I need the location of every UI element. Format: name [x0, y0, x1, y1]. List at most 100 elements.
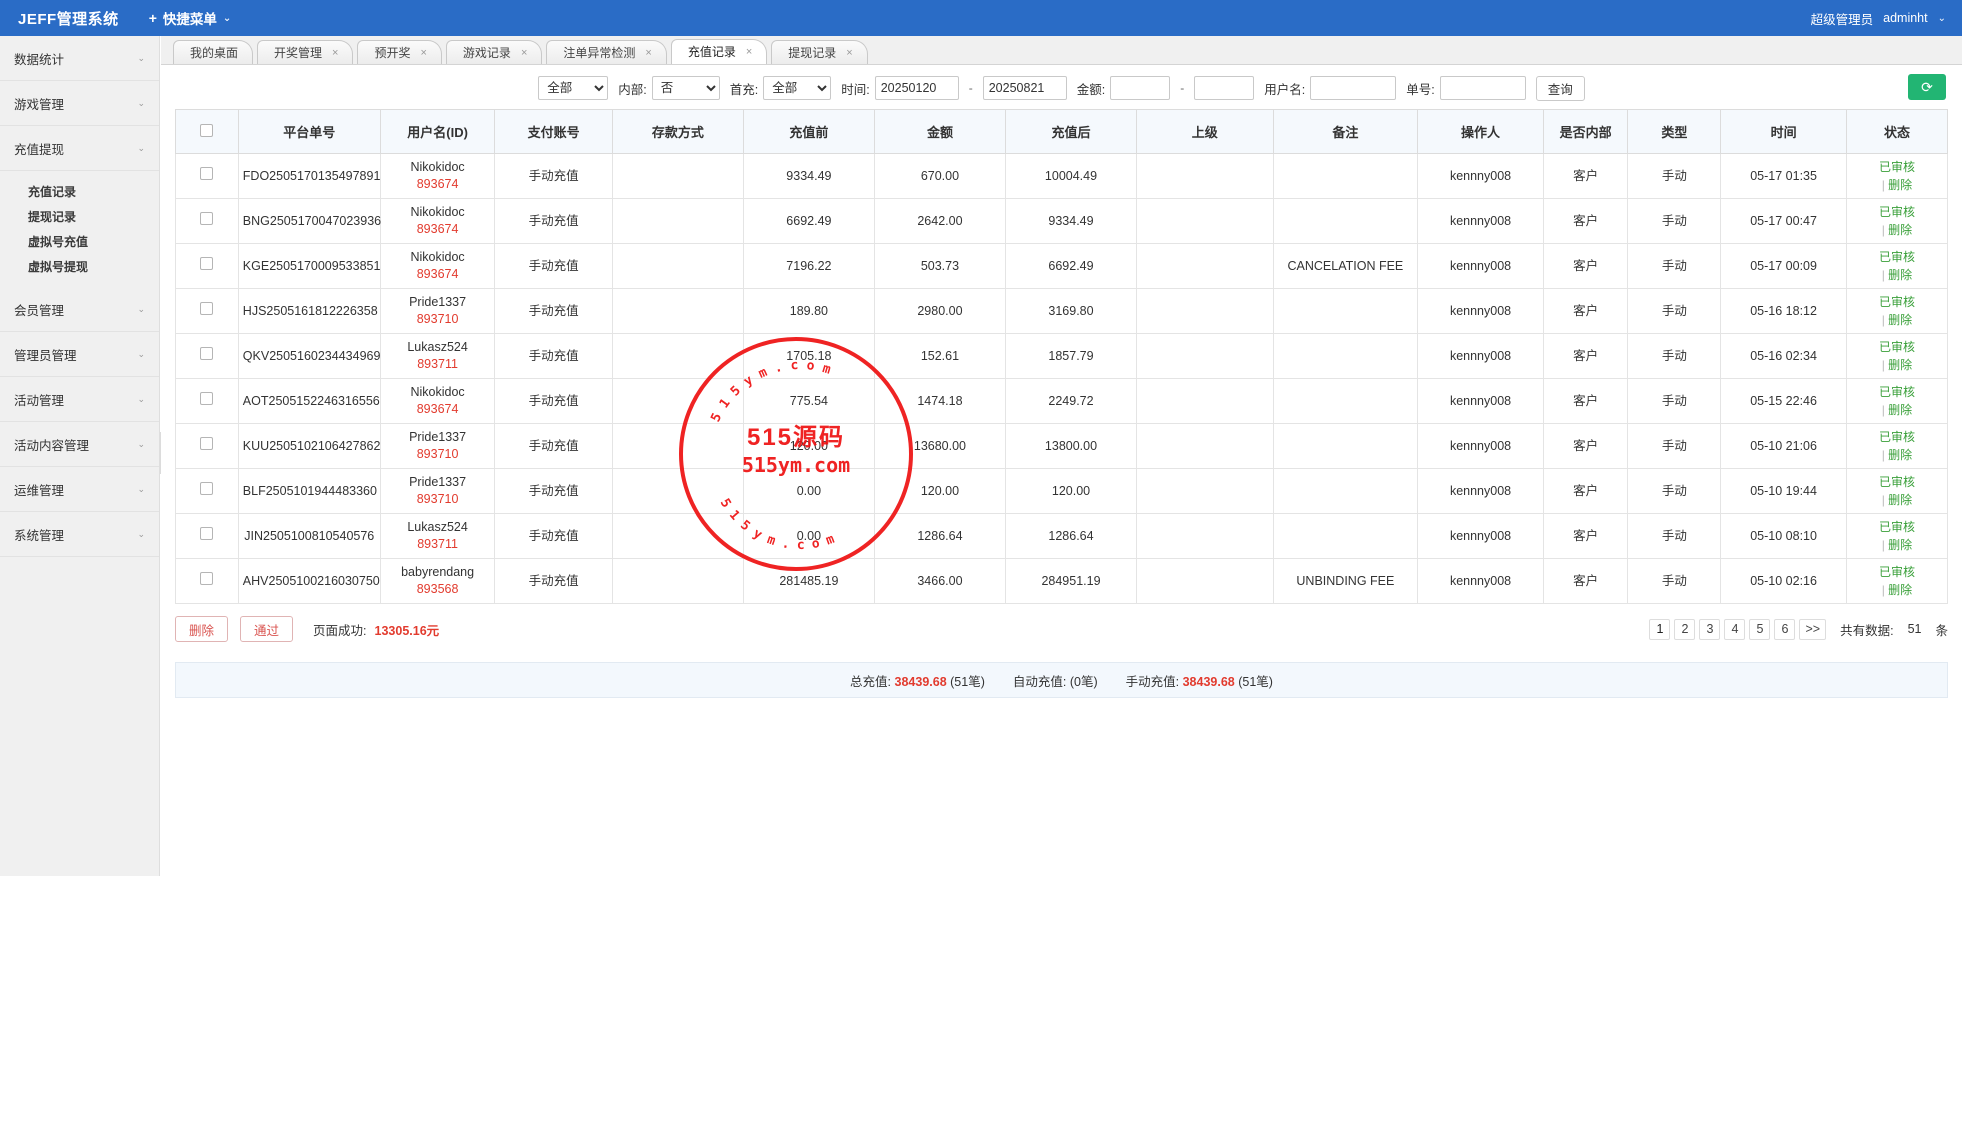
sidebar-item-virtual-withdraw[interactable]: 虚拟号提现 — [28, 260, 89, 274]
sidebar-item-activity-content-mgmt[interactable]: 活动内容管理 ⌄ — [0, 422, 159, 467]
row-checkbox[interactable] — [200, 437, 214, 451]
row-checkbox-cell[interactable] — [175, 558, 239, 604]
tab-my-desktop[interactable]: 我的桌面 — [173, 40, 254, 64]
close-icon[interactable]: × — [745, 45, 753, 58]
status-badge[interactable]: 已审核 | 删除 — [1851, 518, 1943, 554]
status-badge[interactable]: 已审核 | 删除 — [1851, 428, 1943, 464]
close-icon[interactable]: × — [645, 46, 652, 59]
status-delete-link[interactable]: 删除 — [1888, 223, 1913, 237]
internal-select[interactable]: 否 — [651, 76, 720, 100]
row-checkbox[interactable] — [200, 167, 214, 181]
status-badge[interactable]: 已审核 | 删除 — [1851, 203, 1943, 239]
sidebar-item-system-mgmt[interactable]: 系统管理 ⌄ — [0, 512, 159, 557]
status-delete-link[interactable]: 删除 — [1888, 268, 1913, 282]
row-checkbox-cell[interactable] — [175, 288, 239, 334]
first-charge-select[interactable]: 全部 — [763, 76, 832, 100]
close-icon[interactable]: × — [846, 46, 853, 59]
status-delete-link[interactable]: 删除 — [1888, 358, 1913, 372]
table-row[interactable]: FDO2505170135497891 Nikokidoc 893674 手动充值 93… — [175, 153, 1949, 199]
table-row[interactable]: HJS2505161812226358 Pride1337 893710 手动充值 18… — [175, 288, 1949, 334]
table-row[interactable]: AOT2505152246316556 Nikokidoc 893674 手动充值 77… — [175, 378, 1949, 424]
row-checkbox-cell[interactable] — [175, 243, 239, 289]
page-4[interactable]: 4 — [1724, 618, 1746, 640]
sidebar-item-ops-mgmt[interactable]: 运维管理 ⌄ — [0, 467, 159, 512]
status-badge[interactable]: 已审核 | 删除 — [1851, 293, 1943, 329]
header-select-all[interactable] — [175, 109, 239, 154]
tab-bet-anomaly[interactable]: 注单异常检测 × — [546, 40, 667, 64]
amount-max-input[interactable] — [1194, 76, 1255, 100]
sidebar-item-recharge-record[interactable]: 充值记录 — [28, 185, 77, 199]
row-checkbox[interactable] — [200, 572, 214, 586]
tab-recharge-record[interactable]: 充值记录 × — [670, 39, 768, 64]
pass-button[interactable]: 通过 — [240, 616, 294, 642]
table-row[interactable]: BLF2505101944483360 Pride1337 893710 手动充值 0.… — [175, 468, 1949, 514]
amount-min-input[interactable] — [1110, 76, 1171, 100]
table-row[interactable]: KUU2505102106427862 Pride1337 893710 手动充值 12… — [175, 423, 1949, 469]
status-delete-link[interactable]: 删除 — [1888, 403, 1913, 417]
row-checkbox[interactable] — [200, 482, 214, 496]
tab-draw-mgmt[interactable]: 开奖管理 × — [257, 40, 354, 64]
status-delete-link[interactable]: 删除 — [1888, 538, 1913, 552]
table-row[interactable]: BNG2505170047023936 Nikokidoc 893674 手动充值 66… — [175, 198, 1949, 244]
page-next[interactable]: >> — [1799, 618, 1827, 640]
status-badge[interactable]: 已审核 | 删除 — [1851, 383, 1943, 419]
sidebar-item-member-mgmt[interactable]: 会员管理 ⌄ — [0, 287, 159, 332]
row-checkbox-cell[interactable] — [175, 468, 239, 514]
status-badge[interactable]: 已审核 | 删除 — [1851, 248, 1943, 284]
tab-pre-draw[interactable]: 预开奖 × — [357, 40, 442, 64]
username-input[interactable] — [1310, 76, 1397, 100]
row-checkbox-cell[interactable] — [175, 423, 239, 469]
time-end-input[interactable] — [982, 76, 1067, 100]
sidebar-item-withdraw-record[interactable]: 提现记录 — [28, 210, 77, 224]
close-icon[interactable]: × — [520, 46, 528, 59]
row-checkbox[interactable] — [200, 257, 214, 271]
status-delete-link[interactable]: 删除 — [1888, 448, 1913, 462]
row-checkbox[interactable] — [200, 392, 214, 406]
row-checkbox-cell[interactable] — [175, 378, 239, 424]
status-delete-link[interactable]: 删除 — [1888, 313, 1913, 327]
user-menu[interactable]: 超级管理员 adminht ⌄ — [1811, 9, 1946, 28]
close-icon[interactable]: × — [420, 46, 427, 59]
sidebar-item-activity-mgmt[interactable]: 活动管理 ⌄ — [0, 377, 159, 422]
query-button[interactable]: 查询 — [1535, 75, 1585, 101]
type-select[interactable]: 全部 — [538, 76, 609, 100]
page-5[interactable]: 5 — [1749, 618, 1771, 640]
row-checkbox-cell[interactable] — [175, 513, 239, 559]
table-row[interactable]: QKV2505160234434969 Lukasz524 893711 手动充值 17… — [175, 333, 1949, 379]
table-row[interactable]: AHV2505100216030750 babyrendang 893568 手动充值… — [175, 558, 1949, 604]
table-row[interactable]: JIN2505100810540576 Lukasz524 893711 手动充值 0.… — [175, 513, 1949, 559]
sidebar-item-data-stats[interactable]: 数据统计 ⌄ — [0, 36, 159, 81]
row-checkbox-cell[interactable] — [175, 153, 239, 199]
row-checkbox-cell[interactable] — [175, 198, 239, 244]
row-checkbox[interactable] — [200, 212, 214, 226]
status-badge[interactable]: 已审核 | 删除 — [1851, 338, 1943, 374]
status-delete-link[interactable]: 删除 — [1888, 493, 1913, 507]
page-3[interactable]: 3 — [1699, 618, 1721, 640]
status-badge[interactable]: 已审核 | 删除 — [1851, 158, 1943, 194]
status-delete-link[interactable]: 删除 — [1888, 583, 1913, 597]
sidebar-item-virtual-recharge[interactable]: 虚拟号充值 — [28, 235, 89, 249]
select-all-checkbox[interactable] — [200, 123, 214, 137]
delete-button[interactable]: 删除 — [175, 616, 229, 642]
row-checkbox[interactable] — [200, 302, 214, 316]
sidebar-item-game-mgmt[interactable]: 游戏管理 ⌄ — [0, 81, 159, 126]
row-checkbox[interactable] — [200, 527, 214, 541]
page-1[interactable]: 1 — [1649, 618, 1671, 640]
quick-menu-button[interactable]: + 快捷菜单 ⌄ — [149, 8, 232, 28]
table-row[interactable]: KGE2505170009533851 Nikokidoc 893674 手动充值 71… — [175, 243, 1949, 289]
status-delete-link[interactable]: 删除 — [1888, 178, 1913, 192]
refresh-button[interactable]: ⟳ — [1908, 74, 1946, 100]
sidebar-item-admin-mgmt[interactable]: 管理员管理 ⌄ — [0, 332, 159, 377]
order-input[interactable] — [1439, 76, 1526, 100]
close-icon[interactable]: × — [332, 46, 339, 59]
tab-game-record[interactable]: 游戏记录 × — [445, 40, 543, 64]
status-badge[interactable]: 已审核 | 删除 — [1851, 473, 1943, 509]
tab-withdraw-record[interactable]: 提现记录 × — [771, 40, 868, 64]
page-2[interactable]: 2 — [1674, 618, 1696, 640]
row-checkbox-cell[interactable] — [175, 333, 239, 379]
row-checkbox[interactable] — [200, 347, 214, 361]
page-6[interactable]: 6 — [1774, 618, 1796, 640]
time-start-input[interactable] — [874, 76, 959, 100]
status-badge[interactable]: 已审核 | 删除 — [1851, 563, 1943, 599]
sidebar-item-recharge-withdraw[interactable]: 充值提现 ⌄ — [0, 126, 159, 171]
